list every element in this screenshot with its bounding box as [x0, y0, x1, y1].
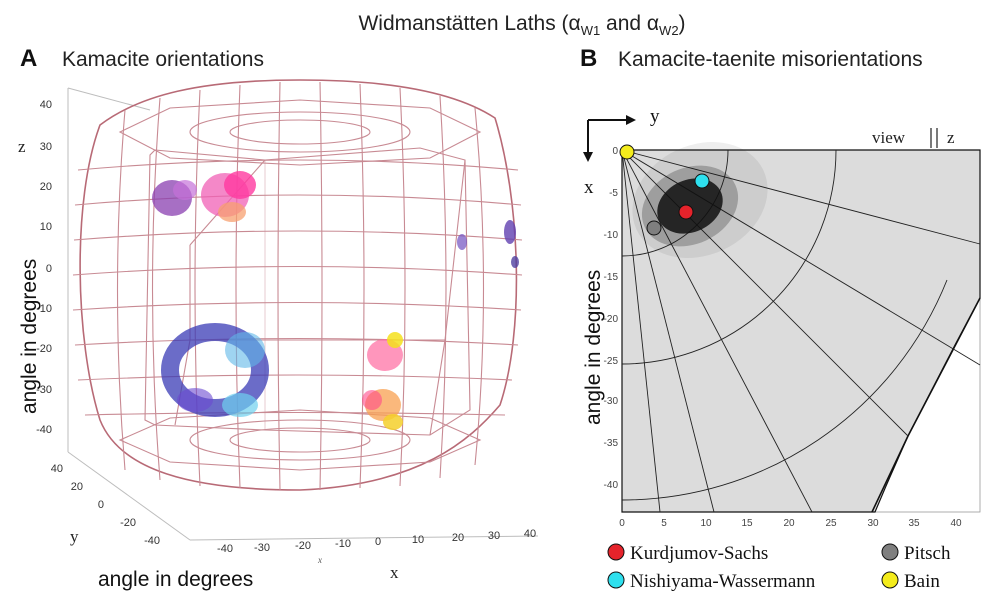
b-x-tick-15: 15 — [741, 518, 753, 529]
x-tick-0: 0 — [375, 536, 381, 548]
x-tick-neg10: -10 — [335, 538, 351, 550]
arrow-y-label: y — [650, 106, 660, 127]
b-y-tick-neg30: -30 — [604, 396, 619, 407]
legend-swatch-kurdjumov-sachs — [607, 543, 625, 561]
panel-b-orientation-arrows — [583, 115, 636, 162]
panel-b: B Kamacite-taenite misorientations y x v… — [580, 45, 981, 592]
x-tick-neg40: -40 — [217, 543, 233, 555]
b-y-tick-neg15: -15 — [604, 272, 619, 283]
marker-kurdjumov-sachs — [678, 204, 694, 220]
y-tick-20: 20 — [71, 481, 83, 493]
panel-a-letter: A — [20, 45, 37, 72]
panel-a-z-axis-label: angle in degrees — [18, 259, 41, 414]
b-y-tick-neg35: -35 — [604, 438, 619, 449]
y-tick-neg40: -40 — [144, 535, 160, 547]
panel-a-y-axis: 40 20 0 -20 -40 — [51, 463, 160, 547]
x-tick-20: 20 — [452, 532, 464, 544]
legend-swatch-nishiyama-wassermann — [607, 571, 625, 589]
legend-label-bain: Bain — [904, 571, 940, 592]
fundamental-zone-wireframe — [72, 79, 523, 491]
marker-bain — [619, 144, 635, 160]
b-x-tick-40: 40 — [950, 518, 962, 529]
legend-swatch-bain — [881, 571, 899, 589]
z-tick-neg30: -30 — [36, 384, 52, 396]
orientation-clusters — [152, 171, 519, 430]
arrow-x-label: x — [584, 177, 594, 198]
legend-label-pitsch: Pitsch — [904, 543, 951, 564]
b-x-tick-5: 5 — [661, 518, 667, 529]
z-tick-0: 0 — [46, 263, 52, 275]
panel-b-legend: Kurdjumov-Sachs Pitsch Nishiyama-Wasserm… — [607, 543, 951, 592]
cluster-purple-right — [504, 220, 516, 244]
y-tick-40: 40 — [51, 463, 63, 475]
view-label: view — [872, 128, 906, 147]
b-x-tick-20: 20 — [783, 518, 795, 529]
y-tick-0: 0 — [98, 499, 104, 511]
b-y-tick-neg40: -40 — [604, 480, 619, 491]
z-tick-neg20: -20 — [36, 343, 52, 355]
panel-b-letter: B — [580, 45, 597, 72]
x-tick-30: 30 — [488, 530, 500, 542]
y-tick-neg20: -20 — [120, 517, 136, 529]
b-y-tick-neg25: -25 — [604, 356, 619, 367]
legend-label-kurdjumov-sachs: Kurdjumov-Sachs — [630, 543, 768, 564]
panel-a: A Kamacite orientations — [18, 45, 539, 591]
b-y-tick-0: 0 — [612, 146, 618, 157]
x-tick-10: 10 — [412, 534, 424, 546]
panel-b-y-axis-label: angle in degrees — [582, 270, 605, 425]
cluster-blue-ring — [161, 323, 269, 417]
b-x-tick-10: 10 — [700, 518, 712, 529]
misorientation-scatter — [632, 142, 768, 258]
panel-a-x-axis: -40 -30 -20 -10 0 10 20 30 40 — [217, 528, 536, 555]
x-axis-letter: x — [390, 563, 399, 582]
z-axis-letter: z — [18, 137, 26, 156]
panel-a-z-axis: 40 30 20 10 0 -10 -20 -30 -40 — [36, 99, 52, 436]
b-x-tick-30: 30 — [867, 518, 879, 529]
z-tick-neg40: -40 — [36, 424, 52, 436]
x-axis-small-letter: x — [317, 555, 322, 565]
panel-b-y-ticks: 0 -5 -10 -15 -20 -25 -30 -35 -40 — [604, 146, 619, 491]
z-tick-30: 30 — [40, 141, 52, 153]
panel-b-title: Kamacite-taenite misorientations — [618, 48, 923, 71]
marker-pitsch — [646, 220, 662, 236]
b-y-tick-neg20: -20 — [604, 314, 619, 325]
b-y-tick-neg10: -10 — [604, 230, 619, 241]
x-tick-neg20: -20 — [295, 540, 311, 552]
panel-a-3d-frame — [67, 87, 539, 541]
z-tick-neg10: -10 — [36, 303, 52, 315]
legend-label-nishiyama-wassermann: Nishiyama-Wassermann — [630, 571, 816, 592]
panel-b-x-ticks: 0 5 10 15 20 25 30 35 40 — [619, 518, 962, 529]
y-axis-letter: y — [70, 527, 79, 546]
x-tick-40: 40 — [524, 528, 536, 540]
b-x-tick-25: 25 — [825, 518, 837, 529]
z-tick-20: 20 — [40, 181, 52, 193]
z-tick-40: 40 — [40, 99, 52, 111]
b-x-tick-0: 0 — [619, 518, 625, 529]
x-tick-neg30: -30 — [254, 542, 270, 554]
panel-a-title: Kamacite orientations — [62, 48, 264, 71]
marker-nishiyama-wassermann — [694, 173, 710, 189]
legend-swatch-pitsch — [881, 543, 899, 561]
b-y-tick-neg5: -5 — [609, 188, 618, 199]
z-tick-10: 10 — [40, 221, 52, 233]
figure-title: Widmanstätten Laths (αW1 and αW2) — [358, 12, 685, 38]
b-x-tick-35: 35 — [908, 518, 920, 529]
panel-a-x-axis-label: angle in degrees — [98, 568, 253, 591]
view-z-label: z — [947, 128, 955, 147]
